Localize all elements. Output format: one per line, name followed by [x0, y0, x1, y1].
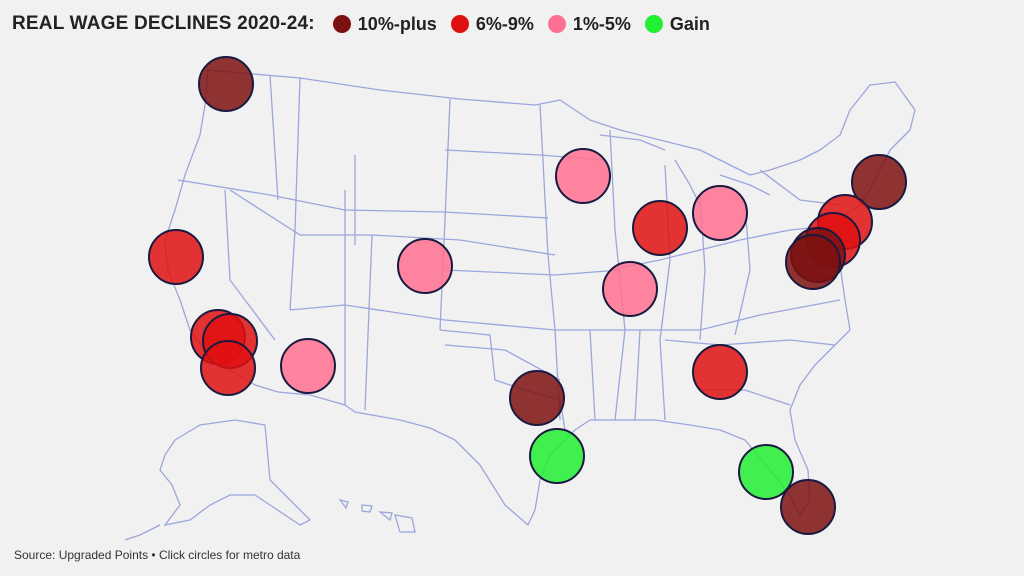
metro-circle-miami[interactable] [780, 479, 836, 535]
legend-item-1-5: 1%-5% [547, 13, 631, 35]
border-line [664, 339, 836, 346]
border-line [634, 329, 641, 421]
legend-label: Gain [669, 13, 710, 34]
border-line [539, 104, 561, 421]
border-line [177, 179, 549, 219]
legend-label: 6%-9% [475, 13, 534, 34]
metro-circle-atlanta[interactable] [692, 344, 748, 400]
map-title: REAL WAGE DECLINES 2020-24: [12, 13, 315, 34]
state-boundaries [164, 69, 916, 526]
metro-circle-detroit[interactable] [692, 185, 748, 241]
metro-circle-boston[interactable] [851, 154, 907, 210]
border-line [269, 74, 279, 201]
border-line [229, 189, 556, 256]
metro-circle-washington[interactable] [785, 234, 841, 290]
legend-label: 10%-plus [357, 13, 437, 34]
map-header: REAL WAGE DECLINES 2020-24: 10%-plus 6%-… [12, 10, 724, 38]
metro-circle-seattle[interactable] [198, 56, 254, 112]
legend-item-gain: Gain [644, 13, 710, 35]
metro-circle-phoenix[interactable] [280, 338, 336, 394]
hawaii [338, 498, 416, 533]
us-outline [164, 69, 916, 526]
border-line [364, 234, 373, 411]
border-line [589, 329, 596, 421]
border-line [439, 98, 451, 331]
border-line [609, 224, 839, 271]
legend-label: 1%-5% [572, 13, 631, 34]
border-line [289, 77, 301, 311]
metro-circles [148, 56, 907, 535]
legend-swatch-gain [644, 15, 663, 33]
border-line [444, 269, 621, 276]
border-line [734, 204, 751, 336]
legend-swatch-1-5 [547, 15, 566, 33]
border-line [444, 344, 561, 381]
metro-circle-denver[interactable] [397, 238, 453, 294]
metro-circle-houston[interactable] [529, 428, 585, 484]
legend-item-6-9: 6%-9% [450, 13, 534, 35]
border-line [224, 189, 276, 341]
metro-circle-dallas[interactable] [509, 370, 565, 426]
metro-circle-tampa[interactable] [738, 444, 794, 500]
metro-circle-minneapolis[interactable] [555, 148, 611, 204]
border-line [289, 299, 841, 331]
alaska [124, 419, 312, 541]
legend-swatch-6-9 [450, 15, 469, 33]
legend-item-10-plus: 10%-plus [332, 13, 437, 35]
border-line [759, 169, 841, 206]
metro-circle-san-francisco[interactable] [148, 229, 204, 285]
legend-swatch-10-plus [332, 15, 351, 33]
metro-circle-san-diego[interactable] [200, 340, 256, 396]
great-lakes [599, 134, 771, 206]
source-note: Source: Upgraded Points • Click circles … [14, 548, 301, 562]
metro-circle-chicago[interactable] [632, 200, 688, 256]
metro-circle-st-louis[interactable] [602, 261, 658, 317]
